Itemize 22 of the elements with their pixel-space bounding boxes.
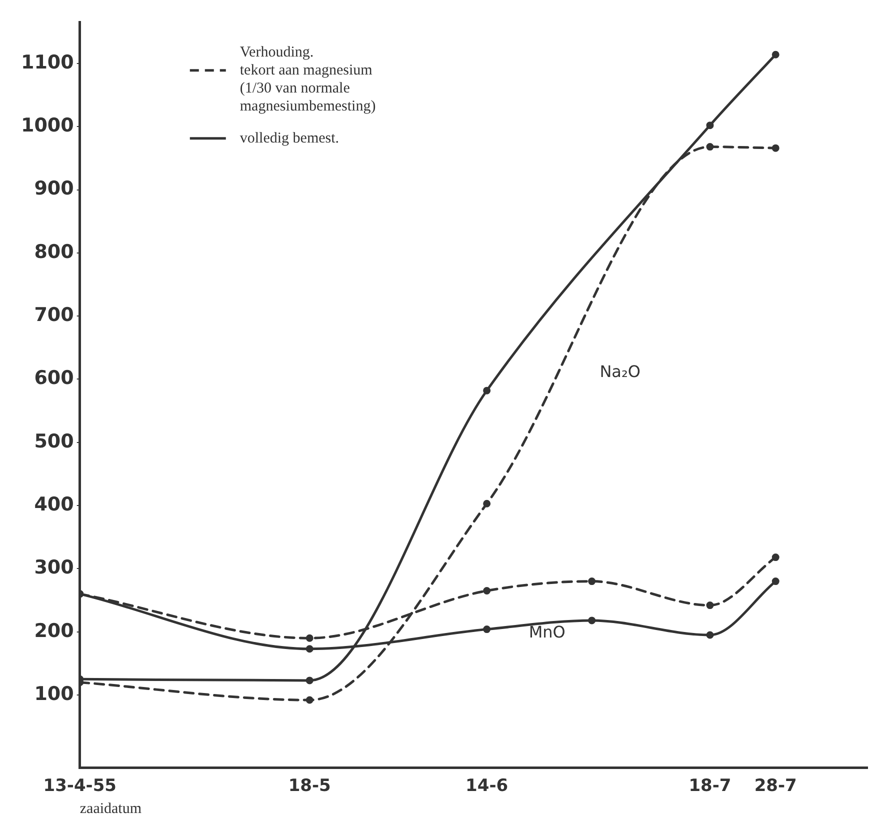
x-tick-label: 14-6 <box>466 776 508 796</box>
y-tick-label: 500 <box>34 430 74 452</box>
x-tick-label: 13-4-55 <box>43 776 117 796</box>
x-tick-label: 18-7 <box>688 776 732 796</box>
y-tick-label: 700 <box>34 304 74 326</box>
annotation: MnO <box>528 622 566 642</box>
legend-label: volledig bemest. <box>240 130 340 146</box>
y-tick-label: 200 <box>34 620 74 642</box>
y-tick-label: 900 <box>34 178 74 200</box>
y-tick-label: 400 <box>34 493 74 516</box>
y-tick-label: 300 <box>34 556 74 579</box>
x-tick-label: 18-5 <box>288 776 331 796</box>
annotation: Na₂O <box>600 362 640 381</box>
legend-title: Verhouding. <box>240 44 314 60</box>
x-tick-label: 28-7 <box>754 776 797 796</box>
y-tick-label: 1000 <box>20 114 74 137</box>
y-tick-label: 100 <box>34 682 74 705</box>
y-tick-label: 1100 <box>20 51 74 74</box>
y-tick-label: 600 <box>34 367 74 390</box>
x-axis-title: zaaidatum <box>80 800 142 817</box>
y-tick-label: 800 <box>34 240 74 263</box>
legend-label: tekort aan magnesium (1/30 van normale magnesiumbemesting) <box>240 62 376 114</box>
